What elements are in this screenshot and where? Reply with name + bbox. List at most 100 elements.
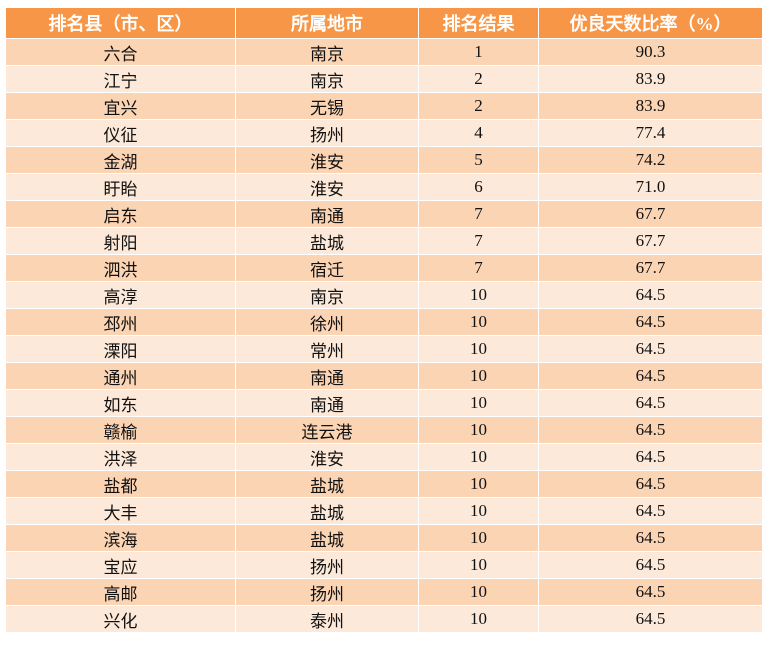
- cell-good-days-ratio: 64.5: [538, 551, 763, 579]
- cell-good-days-ratio: 64.5: [538, 362, 763, 390]
- cell-good-days-ratio: 64.5: [538, 497, 763, 525]
- cell-county: 大丰: [5, 497, 236, 525]
- cell-city: 南通: [235, 389, 419, 417]
- cell-city: 无锡: [235, 92, 419, 120]
- cell-rank: 10: [418, 443, 539, 471]
- table-row: 滨海 盐城 10 64.5: [5, 524, 763, 552]
- table-row: 盐都 盐城 10 64.5: [5, 470, 763, 498]
- table-row: 大丰 盐城 10 64.5: [5, 497, 763, 525]
- cell-rank: 6: [418, 173, 539, 201]
- cell-county: 赣榆: [5, 416, 236, 444]
- cell-good-days-ratio: 71.0: [538, 173, 763, 201]
- cell-good-days-ratio: 64.5: [538, 308, 763, 336]
- cell-city: 徐州: [235, 308, 419, 336]
- table-row: 宝应 扬州 10 64.5: [5, 551, 763, 579]
- cell-county: 洪泽: [5, 443, 236, 471]
- table-row: 高邮 扬州 10 64.5: [5, 578, 763, 606]
- cell-rank: 10: [418, 335, 539, 363]
- cell-rank: 10: [418, 524, 539, 552]
- cell-county: 高淳: [5, 281, 236, 309]
- table-row: 六合 南京 1 90.3: [5, 38, 763, 66]
- cell-county: 启东: [5, 200, 236, 228]
- cell-county: 溧阳: [5, 335, 236, 363]
- cell-good-days-ratio: 64.5: [538, 335, 763, 363]
- table-row: 兴化 泰州 10 64.5: [5, 605, 763, 633]
- table-header-row: 排名县（市、区） 所属地市 排名结果 优良天数比率（%）: [5, 7, 763, 39]
- cell-city: 宿迁: [235, 254, 419, 282]
- cell-city: 盐城: [235, 497, 419, 525]
- cell-rank: 2: [418, 92, 539, 120]
- cell-city: 扬州: [235, 119, 419, 147]
- cell-good-days-ratio: 74.2: [538, 146, 763, 174]
- table-row: 如东 南通 10 64.5: [5, 389, 763, 417]
- cell-rank: 10: [418, 362, 539, 390]
- cell-rank: 10: [418, 389, 539, 417]
- table-row: 盱眙 淮安 6 71.0: [5, 173, 763, 201]
- table-row: 邳州 徐州 10 64.5: [5, 308, 763, 336]
- cell-county: 江宁: [5, 65, 236, 93]
- cell-good-days-ratio: 64.5: [538, 524, 763, 552]
- cell-rank: 2: [418, 65, 539, 93]
- cell-good-days-ratio: 64.5: [538, 578, 763, 606]
- cell-good-days-ratio: 64.5: [538, 389, 763, 417]
- cell-county: 宜兴: [5, 92, 236, 120]
- cell-city: 南通: [235, 362, 419, 390]
- table-row: 宜兴 无锡 2 83.9: [5, 92, 763, 120]
- cell-rank: 10: [418, 578, 539, 606]
- cell-good-days-ratio: 64.5: [538, 605, 763, 633]
- cell-rank: 10: [418, 308, 539, 336]
- cell-county: 如东: [5, 389, 236, 417]
- cell-good-days-ratio: 90.3: [538, 38, 763, 66]
- table-row: 溧阳 常州 10 64.5: [5, 335, 763, 363]
- cell-county: 邳州: [5, 308, 236, 336]
- cell-county: 射阳: [5, 227, 236, 255]
- table-row: 启东 南通 7 67.7: [5, 200, 763, 228]
- cell-county: 金湖: [5, 146, 236, 174]
- cell-county: 宝应: [5, 551, 236, 579]
- cell-rank: 10: [418, 605, 539, 633]
- cell-city: 南京: [235, 38, 419, 66]
- cell-city: 常州: [235, 335, 419, 363]
- cell-county: 盐都: [5, 470, 236, 498]
- cell-city: 淮安: [235, 146, 419, 174]
- cell-good-days-ratio: 64.5: [538, 416, 763, 444]
- table-row: 射阳 盐城 7 67.7: [5, 227, 763, 255]
- cell-county: 仪征: [5, 119, 236, 147]
- cell-county: 滨海: [5, 524, 236, 552]
- cell-good-days-ratio: 64.5: [538, 443, 763, 471]
- cell-rank: 10: [418, 470, 539, 498]
- table-row: 高淳 南京 10 64.5: [5, 281, 763, 309]
- cell-city: 盐城: [235, 470, 419, 498]
- cell-city: 扬州: [235, 578, 419, 606]
- cell-good-days-ratio: 67.7: [538, 200, 763, 228]
- cell-rank: 5: [418, 146, 539, 174]
- cell-good-days-ratio: 83.9: [538, 65, 763, 93]
- cell-city: 南通: [235, 200, 419, 228]
- cell-city: 连云港: [235, 416, 419, 444]
- cell-city: 淮安: [235, 173, 419, 201]
- cell-rank: 10: [418, 497, 539, 525]
- cell-city: 盐城: [235, 524, 419, 552]
- cell-good-days-ratio: 64.5: [538, 470, 763, 498]
- cell-county: 盱眙: [5, 173, 236, 201]
- cell-city: 南京: [235, 281, 419, 309]
- table-row: 仪征 扬州 4 77.4: [5, 119, 763, 147]
- column-header-good-days-ratio: 优良天数比率（%）: [538, 7, 763, 39]
- column-header-county: 排名县（市、区）: [5, 7, 236, 39]
- cell-county: 六合: [5, 38, 236, 66]
- cell-good-days-ratio: 67.7: [538, 227, 763, 255]
- cell-city: 南京: [235, 65, 419, 93]
- cell-city: 泰州: [235, 605, 419, 633]
- cell-good-days-ratio: 83.9: [538, 92, 763, 120]
- cell-county: 通州: [5, 362, 236, 390]
- cell-city: 扬州: [235, 551, 419, 579]
- cell-rank: 4: [418, 119, 539, 147]
- ranking-table: 排名县（市、区） 所属地市 排名结果 优良天数比率（%） 六合 南京 1 90.3 江宁 南京 2…: [5, 7, 763, 633]
- cell-good-days-ratio: 67.7: [538, 254, 763, 282]
- cell-rank: 10: [418, 551, 539, 579]
- table-row: 通州 南通 10 64.5: [5, 362, 763, 390]
- cell-city: 盐城: [235, 227, 419, 255]
- cell-county: 高邮: [5, 578, 236, 606]
- cell-rank: 7: [418, 254, 539, 282]
- cell-good-days-ratio: 64.5: [538, 281, 763, 309]
